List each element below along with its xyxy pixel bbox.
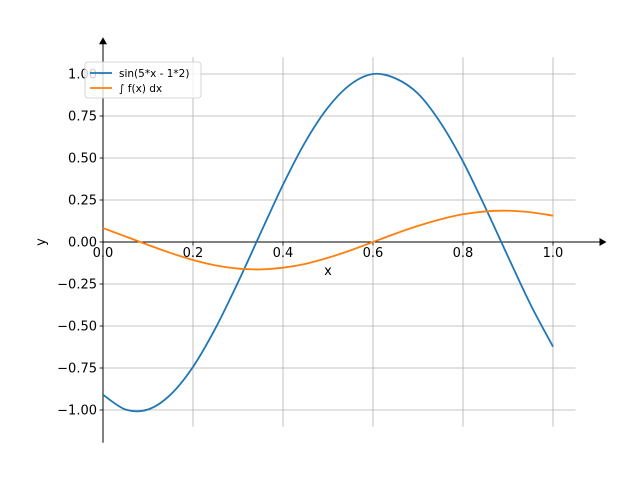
series-line-1 (102, 72, 554, 413)
x-tick-label: 0.0 (93, 246, 114, 261)
legend: sin(5*x - 1*2) ∫ f(x) dx (84, 61, 202, 99)
x-tick-label: 0.4 (273, 246, 294, 261)
x-tick-label: 0.8 (453, 246, 474, 261)
x-tick-label: 0.6 (363, 246, 384, 261)
series-lines (102, 72, 554, 413)
y-tick-label: 0.50 (68, 152, 97, 167)
y-tick-label: −0.75 (57, 362, 97, 377)
x-axis-label: x (324, 264, 332, 279)
y-tick-label: 0.75 (68, 110, 97, 125)
y-tick-label: −0.50 (57, 320, 97, 335)
y-tick-label: 0.25 (68, 194, 97, 209)
x-tick-label: 1.0 (543, 246, 564, 261)
y-axis-arrow (99, 37, 107, 45)
axes (99, 37, 607, 443)
y-tick-label: −0.25 (57, 278, 97, 293)
y-axis-label: y (34, 238, 49, 246)
y-tick-label: 0.00 (68, 236, 97, 251)
legend-box (84, 61, 202, 99)
x-tick-label: 0.2 (183, 246, 204, 261)
tick-labels: 0.0 0.2 0.4 0.6 0.8 1.01.000.750.500.250.00−0… (57, 68, 563, 419)
legend-label-2: ∫ f(x) dx (119, 83, 162, 95)
x-axis-arrow (599, 238, 607, 246)
series-line-2 (102, 209, 554, 271)
y-tick-label: −1.00 (57, 404, 97, 419)
legend-label-1: sin(5*x - 1*2) (119, 68, 189, 80)
